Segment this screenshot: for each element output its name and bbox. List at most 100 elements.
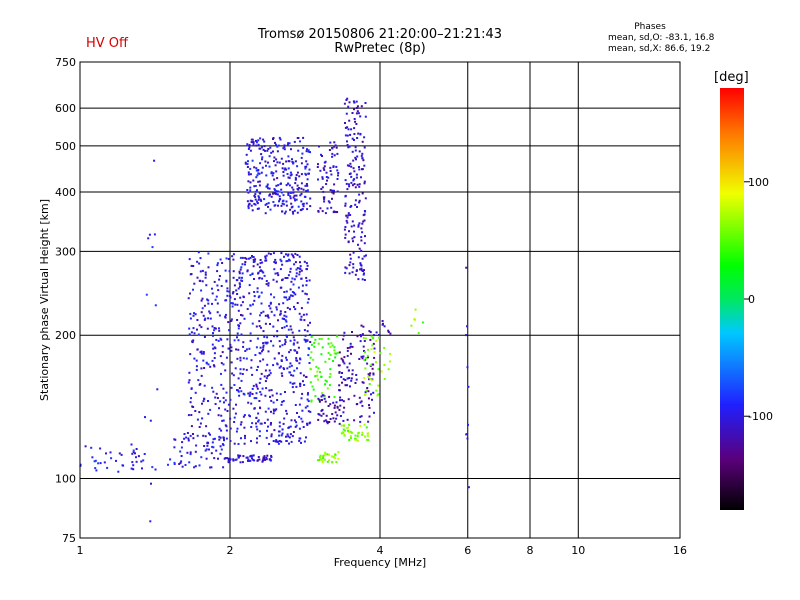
echo-point (202, 351, 205, 353)
echo-point (151, 466, 154, 469)
echo-point (215, 392, 218, 395)
echo-point (212, 438, 215, 441)
echo-point (224, 408, 227, 411)
echo-point (323, 165, 326, 168)
echo-point (253, 299, 256, 302)
echo-point (239, 283, 241, 286)
echo-point (263, 421, 266, 424)
echo-point (306, 423, 309, 426)
echo-point (372, 372, 375, 375)
echo-point (363, 279, 366, 281)
grid-lines (79, 61, 681, 539)
echo-point (282, 147, 285, 150)
echo-point (336, 169, 339, 172)
echo-point (272, 172, 275, 175)
echo-point (224, 369, 227, 372)
echo-point (319, 371, 321, 373)
echo-point (249, 415, 251, 418)
echo-point (331, 413, 334, 415)
echo-point (269, 307, 272, 310)
echo-point (213, 346, 216, 349)
echo-point (320, 353, 323, 356)
echo-point (300, 208, 303, 211)
echo-point (259, 360, 262, 363)
echo-point (268, 194, 271, 197)
echo-point (253, 295, 256, 298)
echo-point (333, 346, 336, 349)
echo-point (309, 333, 311, 336)
echo-point (239, 454, 242, 457)
echo-point (348, 264, 351, 267)
echo-point (329, 141, 332, 144)
echo-point (99, 447, 102, 450)
echo-point (282, 162, 285, 165)
echo-point (258, 172, 261, 175)
echo-point (282, 400, 285, 402)
echo-point (410, 324, 413, 327)
echo-point (240, 314, 242, 316)
echo-point (348, 164, 351, 167)
echo-point (281, 317, 284, 320)
echo-point (201, 402, 203, 405)
echo-point (342, 360, 345, 363)
echo-point (283, 144, 286, 147)
echo-point (238, 387, 241, 389)
echo-point (309, 197, 312, 200)
echo-point (222, 419, 225, 422)
echo-point (332, 417, 335, 420)
echo-point (242, 368, 245, 371)
echo-point (280, 188, 283, 191)
echo-point (324, 453, 327, 456)
echo-point (291, 435, 294, 438)
echo-point (281, 354, 284, 357)
echo-point (239, 268, 242, 271)
echo-point (240, 390, 243, 393)
echo-point (218, 275, 221, 277)
echo-point (305, 279, 308, 282)
echo-point (361, 257, 364, 260)
echo-point (109, 451, 112, 454)
echo-point (267, 205, 269, 208)
echo-point (270, 456, 273, 458)
echo-point (246, 143, 249, 146)
echo-point (281, 202, 284, 205)
echo-point (345, 99, 348, 101)
echo-point (261, 460, 264, 463)
echo-point (212, 332, 214, 335)
echo-point (321, 461, 324, 464)
echo-point (258, 458, 261, 461)
echo-point (345, 182, 348, 185)
echo-point (236, 427, 239, 430)
echo-point (299, 318, 302, 321)
echo-point (281, 374, 284, 377)
echo-point (221, 351, 224, 354)
echo-point (337, 451, 340, 454)
echo-point (103, 461, 106, 464)
echo-point (256, 200, 258, 203)
echo-point (189, 317, 192, 320)
echo-point (193, 312, 195, 315)
echo-point (373, 411, 375, 414)
echo-point (258, 325, 261, 328)
echo-point (241, 256, 244, 259)
echo-point (359, 132, 362, 135)
echo-point (309, 367, 312, 370)
echo-point (181, 441, 184, 444)
echo-point (269, 458, 272, 461)
echo-point (285, 320, 288, 323)
echo-point (351, 112, 354, 114)
echo-point (219, 400, 222, 403)
echo-point (361, 431, 364, 434)
echo-point (284, 210, 287, 213)
echo-point (335, 417, 338, 420)
echo-point (235, 348, 238, 351)
echo-point (322, 412, 325, 415)
echo-point (226, 457, 228, 460)
echo-point (188, 258, 191, 261)
echo-point (305, 165, 308, 168)
echo-point (353, 394, 356, 397)
echo-point (149, 419, 152, 422)
echo-point (194, 391, 197, 394)
echo-point (329, 403, 332, 406)
echo-point (309, 341, 312, 343)
